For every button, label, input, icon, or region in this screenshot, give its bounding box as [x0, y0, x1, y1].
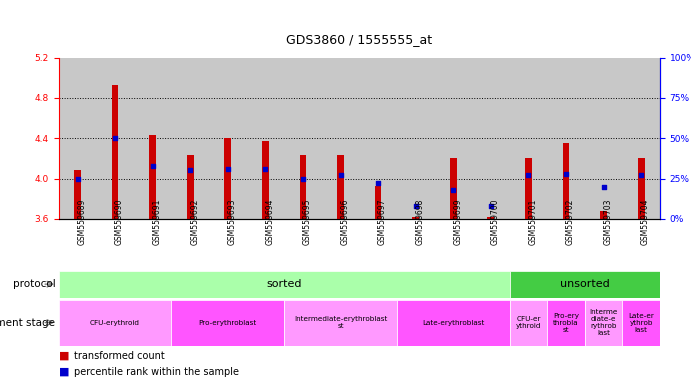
Point	[72, 175, 83, 182]
Text: sorted: sorted	[267, 279, 302, 289]
Bar	[59, 300, 171, 346]
Bar	[413, 217, 419, 219]
Bar	[284, 300, 397, 346]
Bar	[638, 159, 645, 219]
Text: GSM559700: GSM559700	[491, 198, 500, 245]
Text: GSM559693: GSM559693	[228, 198, 237, 245]
Bar	[59, 271, 509, 298]
Point	[147, 162, 158, 169]
Text: GDS3860 / 1555555_at: GDS3860 / 1555555_at	[286, 33, 433, 46]
Bar	[149, 135, 156, 219]
Text: CFU-er
ythroid: CFU-er ythroid	[515, 316, 541, 329]
Bar	[300, 156, 306, 219]
Point	[485, 203, 496, 209]
Text: GSM559695: GSM559695	[303, 198, 312, 245]
Text: GSM559698: GSM559698	[416, 198, 425, 245]
Text: GSM559699: GSM559699	[453, 198, 462, 245]
Bar	[623, 300, 660, 346]
Text: GSM559689: GSM559689	[77, 198, 86, 245]
Text: GSM559692: GSM559692	[190, 198, 199, 245]
Text: unsorted: unsorted	[560, 279, 609, 289]
Bar	[112, 85, 118, 219]
Text: GSM559702: GSM559702	[566, 198, 575, 245]
Text: transformed count: transformed count	[74, 351, 164, 361]
Text: GSM559704: GSM559704	[641, 198, 650, 245]
Text: GSM559697: GSM559697	[378, 198, 387, 245]
Text: Pro-ery
throbla
st: Pro-ery throbla st	[553, 313, 579, 333]
Point	[335, 172, 346, 179]
Point	[523, 172, 534, 179]
Bar	[562, 143, 569, 219]
Point	[410, 203, 422, 209]
Bar	[262, 141, 269, 219]
Point	[598, 184, 609, 190]
Point	[297, 175, 308, 182]
Text: GSM559696: GSM559696	[341, 198, 350, 245]
Text: Late-er
ythrob
last: Late-er ythrob last	[628, 313, 654, 333]
Text: Intermediate-erythroblast
st: Intermediate-erythroblast st	[294, 316, 387, 329]
Bar	[450, 159, 457, 219]
Bar	[397, 300, 509, 346]
Bar	[509, 271, 660, 298]
Text: development stage: development stage	[0, 318, 55, 328]
Bar	[225, 138, 231, 219]
Bar	[525, 159, 532, 219]
Bar	[337, 156, 344, 219]
Bar	[509, 300, 547, 346]
Point	[260, 166, 271, 172]
Text: GSM559690: GSM559690	[115, 198, 124, 245]
Text: percentile rank within the sample: percentile rank within the sample	[74, 366, 239, 377]
Bar	[547, 300, 585, 346]
Point	[372, 180, 384, 187]
Text: CFU-erythroid: CFU-erythroid	[90, 319, 140, 326]
Bar	[187, 156, 193, 219]
Bar	[74, 170, 81, 219]
Point	[223, 166, 234, 172]
Point	[448, 187, 459, 193]
Bar	[375, 185, 381, 219]
Bar	[487, 217, 494, 219]
Bar	[600, 211, 607, 219]
Text: Interme
diate-e
rythrob
last: Interme diate-e rythrob last	[589, 309, 618, 336]
Point	[110, 135, 121, 141]
Bar	[171, 300, 284, 346]
Text: protocol: protocol	[12, 279, 55, 289]
Point	[636, 172, 647, 179]
Text: GSM559701: GSM559701	[529, 198, 538, 245]
Point	[560, 170, 571, 177]
Point	[184, 167, 196, 174]
Text: Pro-erythroblast: Pro-erythroblast	[199, 319, 257, 326]
Text: GSM559694: GSM559694	[265, 198, 274, 245]
Text: GSM559703: GSM559703	[603, 198, 612, 245]
Bar	[585, 300, 623, 346]
Text: Late-erythroblast: Late-erythroblast	[422, 319, 484, 326]
Text: GSM559691: GSM559691	[153, 198, 162, 245]
Text: ■: ■	[59, 366, 69, 377]
Text: ■: ■	[59, 351, 69, 361]
